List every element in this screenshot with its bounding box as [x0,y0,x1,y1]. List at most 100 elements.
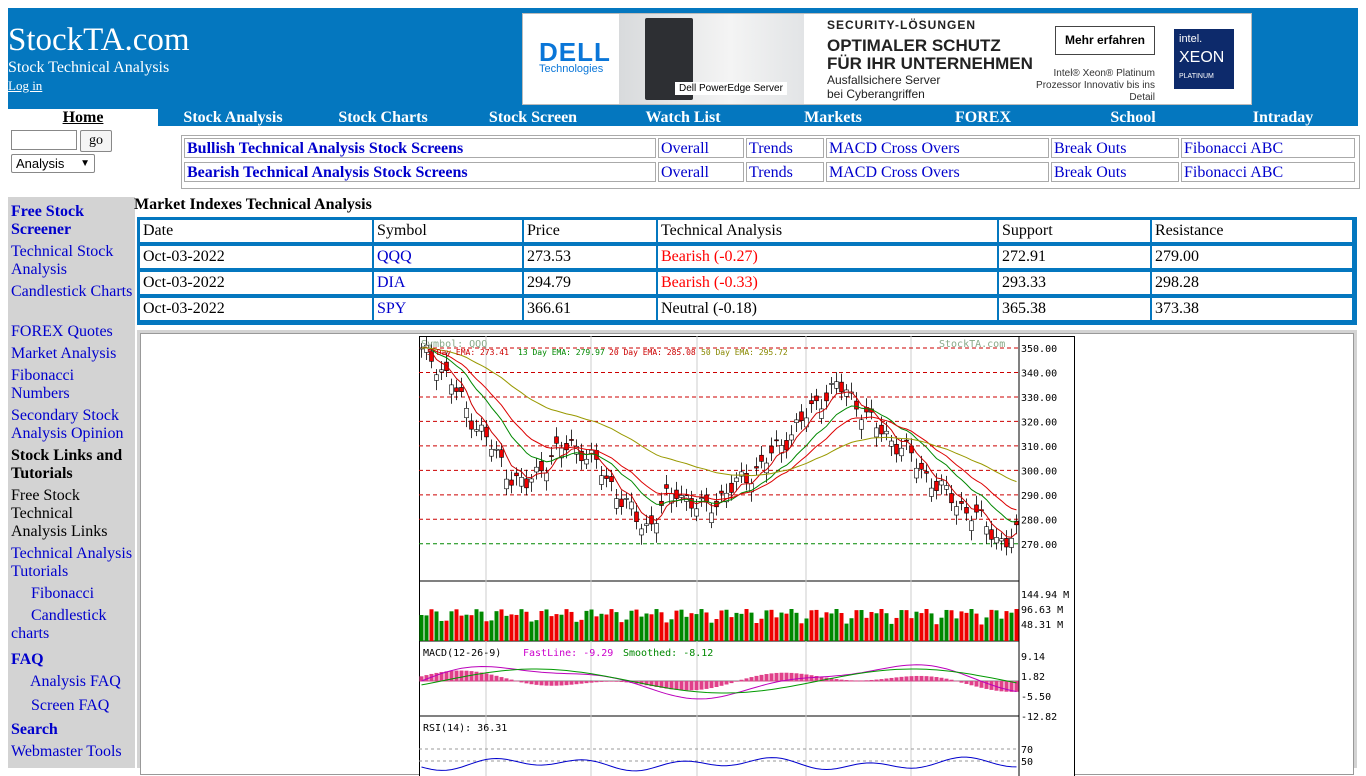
nav-stock-screen[interactable]: Stock Screen [458,109,608,126]
bearish-fibonacci-link[interactable]: Fibonacci ABC [1181,162,1355,182]
cell-support: 365.38 [999,298,1150,320]
col-header-support: Support [999,220,1150,242]
chevron-down-icon: ▼ [80,155,90,173]
nav-forex[interactable]: FOREX [908,109,1058,126]
go-button[interactable]: go [80,130,112,152]
sidebar-analysis-faq[interactable]: Analysis FAQ [30,673,130,691]
volume-tick: 48.31 M [1021,620,1063,631]
bullish-overall-link[interactable]: Overall [658,138,744,158]
stock-chart-image: Symbol: QQQ StockTA.com 5 Day EMA: 273.4… [419,336,1075,776]
bearish-trends-link[interactable]: Trends [746,162,824,182]
rsi-label: RSI(14): 36.31 [423,723,507,734]
legend-ema5: 5 Day EMA: 273.41 [427,348,509,357]
sidebar-search[interactable]: Search [11,721,133,739]
bullish-trends-link[interactable]: Trends [746,138,824,158]
sidebar-screen-faq[interactable]: Screen FAQ [31,697,131,715]
sidebar-faq[interactable]: FAQ [11,651,133,669]
nav-markets[interactable]: Markets [758,109,908,126]
bearish-breakouts-link[interactable]: Break Outs [1051,162,1179,182]
volume-bars [420,609,1019,641]
nav-stock-charts[interactable]: Stock Charts [308,109,458,126]
cell-resistance: 373.38 [1152,298,1352,320]
symbol-search-input[interactable] [11,130,77,150]
symbol-link-qqq[interactable]: QQQ [377,248,412,265]
site-subtitle: Stock Technical Analysis [8,59,169,77]
macd-panel [419,665,1019,699]
sidebar-candlestick-tutorial-wrap: Candlestick charts [11,607,133,643]
bearish-macd-link[interactable]: MACD Cross Overs [826,162,1049,182]
rsi-tick: 70 [1021,745,1033,756]
nav-stock-analysis[interactable]: Stock Analysis [158,109,308,126]
sidebar-links-heading: Stock Links and Tutorials [11,447,133,483]
col-header-symbol: Symbol [374,220,522,242]
volume-tick: 96.63 M [1021,605,1063,616]
home-link[interactable]: Home [63,109,104,126]
macd-smoothed-label: Smoothed: -8.12 [623,648,713,659]
chart-panel: Symbol: QQQ StockTA.com 5 Day EMA: 273.4… [137,330,1357,768]
sidebar-webmaster-tools[interactable]: Webmaster Tools [11,743,133,761]
cell-symbol: DIA [374,272,522,294]
macd-tick: -12.82 [1021,712,1057,723]
screen-title-bullish[interactable]: Bullish Technical Analysis Stock Screens [184,138,656,158]
ad-headline-1: OPTIMALER SCHUTZ [827,36,1001,56]
sidebar-secondary-opinion[interactable]: Secondary Stock Analysis Opinion [11,407,133,443]
dell-logo: DELL Technologies [539,41,611,75]
sidebar-free-screener[interactable]: Free Stock Screener [11,203,133,239]
sidebar-technical-analysis[interactable]: Technical Stock Analysis [11,243,133,279]
analysis-type-select[interactable]: Analysis▼ [11,154,95,173]
screen-title-bearish[interactable]: Bearish Technical Analysis Stock Screens [184,162,656,182]
cell-technical-analysis: Bearish (-0.33) [658,272,997,294]
cell-symbol: QQQ [374,246,522,268]
nav-school[interactable]: School [1058,109,1208,126]
chart-border [420,337,1075,776]
server-image: Dell PowerEdge Server [619,14,804,104]
cell-date: Oct-03-2022 [140,246,372,268]
macd-tick: 9.14 [1021,652,1045,663]
col-header-date: Date [140,220,372,242]
nav-watch-list[interactable]: Watch List [608,109,758,126]
sidebar-tutorials[interactable]: Technical Analysis Tutorials [11,545,133,581]
macd-tick: 1.82 [1021,672,1045,683]
chart-frame: Symbol: QQQ StockTA.com 5 Day EMA: 273.4… [140,333,1354,775]
price-tick: 300.00 [1021,466,1057,477]
cell-resistance: 298.28 [1152,272,1352,294]
cell-support: 293.33 [999,272,1150,294]
bearish-overall-link[interactable]: Overall [658,162,744,182]
price-tick: 280.00 [1021,515,1057,526]
cell-technical-analysis: Bearish (-0.27) [658,246,997,268]
price-tick: 320.00 [1021,417,1057,428]
col-header-resistance: Resistance [1152,220,1352,242]
ad-body-1: Ausfallsichere Server [827,73,940,87]
login-link[interactable]: Log in [8,78,42,94]
cell-price: 273.53 [524,246,656,268]
bullish-macd-link[interactable]: MACD Cross Overs [826,138,1049,158]
macd-label: MACD(12-26-9) [423,648,501,659]
sidebar-free-links: Free Stock Technical Analysis Links [11,487,111,541]
cell-resistance: 279.00 [1152,246,1352,268]
sidebar-forex-quotes[interactable]: FOREX Quotes [11,323,133,341]
legend-ema13: 13 Day EMA: 279.97 [518,348,605,357]
sidebar-candlestick-tutorial[interactable]: Candlestick charts [11,607,107,642]
sidebar-fibonacci-numbers[interactable]: Fibonacci Numbers [11,367,133,403]
symbol-link-dia[interactable]: DIA [377,274,405,291]
intel-xeon-badge: intel. XEON PLATINUM [1174,29,1234,89]
server-caption: Dell PowerEdge Server [675,82,787,95]
sidebar-fibonacci-tutorial[interactable]: Fibonacci [31,585,131,603]
ad-cta-button[interactable]: Mehr erfahren [1055,26,1155,55]
bullish-fibonacci-link[interactable]: Fibonacci ABC [1181,138,1355,158]
site-header: StockTA.com Stock Technical Analysis Log… [8,8,1358,109]
nav-intraday[interactable]: Intraday [1208,109,1358,126]
symbol-link-spy[interactable]: SPY [377,300,406,317]
sidebar-market-analysis[interactable]: Market Analysis [11,345,133,363]
volume-tick: 144.94 M [1021,590,1069,601]
sidebar-candlestick-charts[interactable]: Candlestick Charts [11,283,133,301]
bullish-breakouts-link[interactable]: Break Outs [1051,138,1179,158]
site-title[interactable]: StockTA.com [8,22,190,59]
macd-fastline-label: FastLine: -9.29 [523,648,613,659]
ad-note: Intel® Xeon® Platinum Prozessor Innovati… [1015,68,1155,104]
cell-technical-analysis: Neutral (-0.18) [658,298,997,320]
price-tick: 290.00 [1021,491,1057,502]
ad-headline-2: FÜR IHR UNTERNEHMEN [827,54,1033,74]
macd-tick: -5.50 [1021,692,1051,703]
advertisement-banner[interactable]: DELL Technologies Dell PowerEdge Server … [522,13,1252,105]
